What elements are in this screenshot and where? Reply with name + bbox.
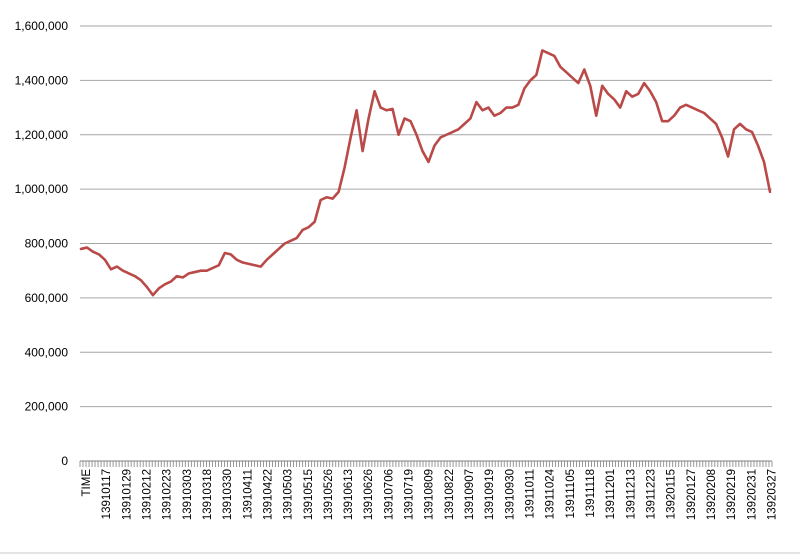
x-tick-label: 13910117 bbox=[101, 469, 113, 519]
x-tick-label: 13920208 bbox=[706, 469, 718, 520]
x-tick-label: 13920115 bbox=[666, 469, 678, 519]
x-tick-label: 13910212 bbox=[141, 469, 153, 520]
y-tick-label: 0 bbox=[61, 454, 68, 468]
x-tick-label: 13910515 bbox=[303, 469, 315, 520]
x-tick-label: 13911223 bbox=[645, 469, 657, 519]
x-tick-label: 13910719 bbox=[404, 469, 416, 520]
x-tick-label: 13911024 bbox=[545, 468, 557, 519]
y-tick-label: 1,000,000 bbox=[15, 182, 69, 196]
x-tick-label: 13911118 bbox=[585, 469, 597, 518]
x-tick-label: 13910526 bbox=[323, 469, 335, 520]
x-tick-label: 13910422 bbox=[262, 469, 274, 520]
x-tick-label: TIME bbox=[81, 469, 93, 497]
x-tick-label: 13910706 bbox=[383, 469, 395, 520]
x-tick-label: 13910626 bbox=[363, 469, 375, 520]
x-tick-label: 13910503 bbox=[283, 469, 295, 520]
y-tick-label: 200,000 bbox=[25, 400, 69, 414]
x-tick-label: 13920127 bbox=[686, 469, 698, 520]
x-tick-label: 13911201 bbox=[605, 469, 617, 519]
x-tick-label: 13910907 bbox=[464, 469, 476, 520]
x-tick-label: 13910930 bbox=[504, 469, 516, 520]
x-tick-label: 13911105 bbox=[565, 469, 577, 518]
x-tick-label: 13910822 bbox=[444, 469, 456, 520]
x-axis: TIME 13910117 13910129 13910212 13910223 1391… bbox=[79, 460, 778, 520]
x-tick-label: 13920327 bbox=[766, 469, 778, 520]
x-tick-label: 13910411 bbox=[242, 469, 254, 519]
y-tick-label: 1,400,000 bbox=[15, 73, 69, 87]
x-tick-label: 13910330 bbox=[222, 469, 234, 520]
y-tick-label: 600,000 bbox=[25, 291, 69, 305]
x-tick-label: 13910613 bbox=[343, 469, 355, 520]
series-layer bbox=[79, 49, 772, 297]
x-tick-label: 13911011 bbox=[525, 469, 537, 518]
x-axis-minor-ticks bbox=[79, 461, 773, 467]
x-tick-label: 13911213 bbox=[625, 469, 637, 519]
x-tick-label: 13910809 bbox=[424, 469, 436, 520]
x-tick-label: 13910129 bbox=[121, 469, 133, 520]
x-tick-label: 13910303 bbox=[182, 469, 194, 520]
x-tick-label: 13910919 bbox=[484, 469, 496, 520]
y-tick-label: 800,000 bbox=[25, 237, 69, 251]
y-axis-ticks: 0 200,000 400,000 600,000 800,000 1,000,000 1,… bbox=[15, 19, 69, 468]
y-tick-label: 1,600,000 bbox=[15, 19, 69, 33]
y-tick-label: 1,200,000 bbox=[15, 128, 69, 142]
x-tick-label: 13920231 bbox=[746, 469, 758, 520]
y-tick-label: 400,000 bbox=[25, 345, 69, 359]
gridlines bbox=[80, 25, 772, 408]
x-tick-label: 13920219 bbox=[726, 469, 738, 520]
x-tick-label: 13910318 bbox=[202, 469, 214, 520]
series-line bbox=[79, 49, 772, 297]
x-tick-label: 13910223 bbox=[162, 469, 174, 520]
